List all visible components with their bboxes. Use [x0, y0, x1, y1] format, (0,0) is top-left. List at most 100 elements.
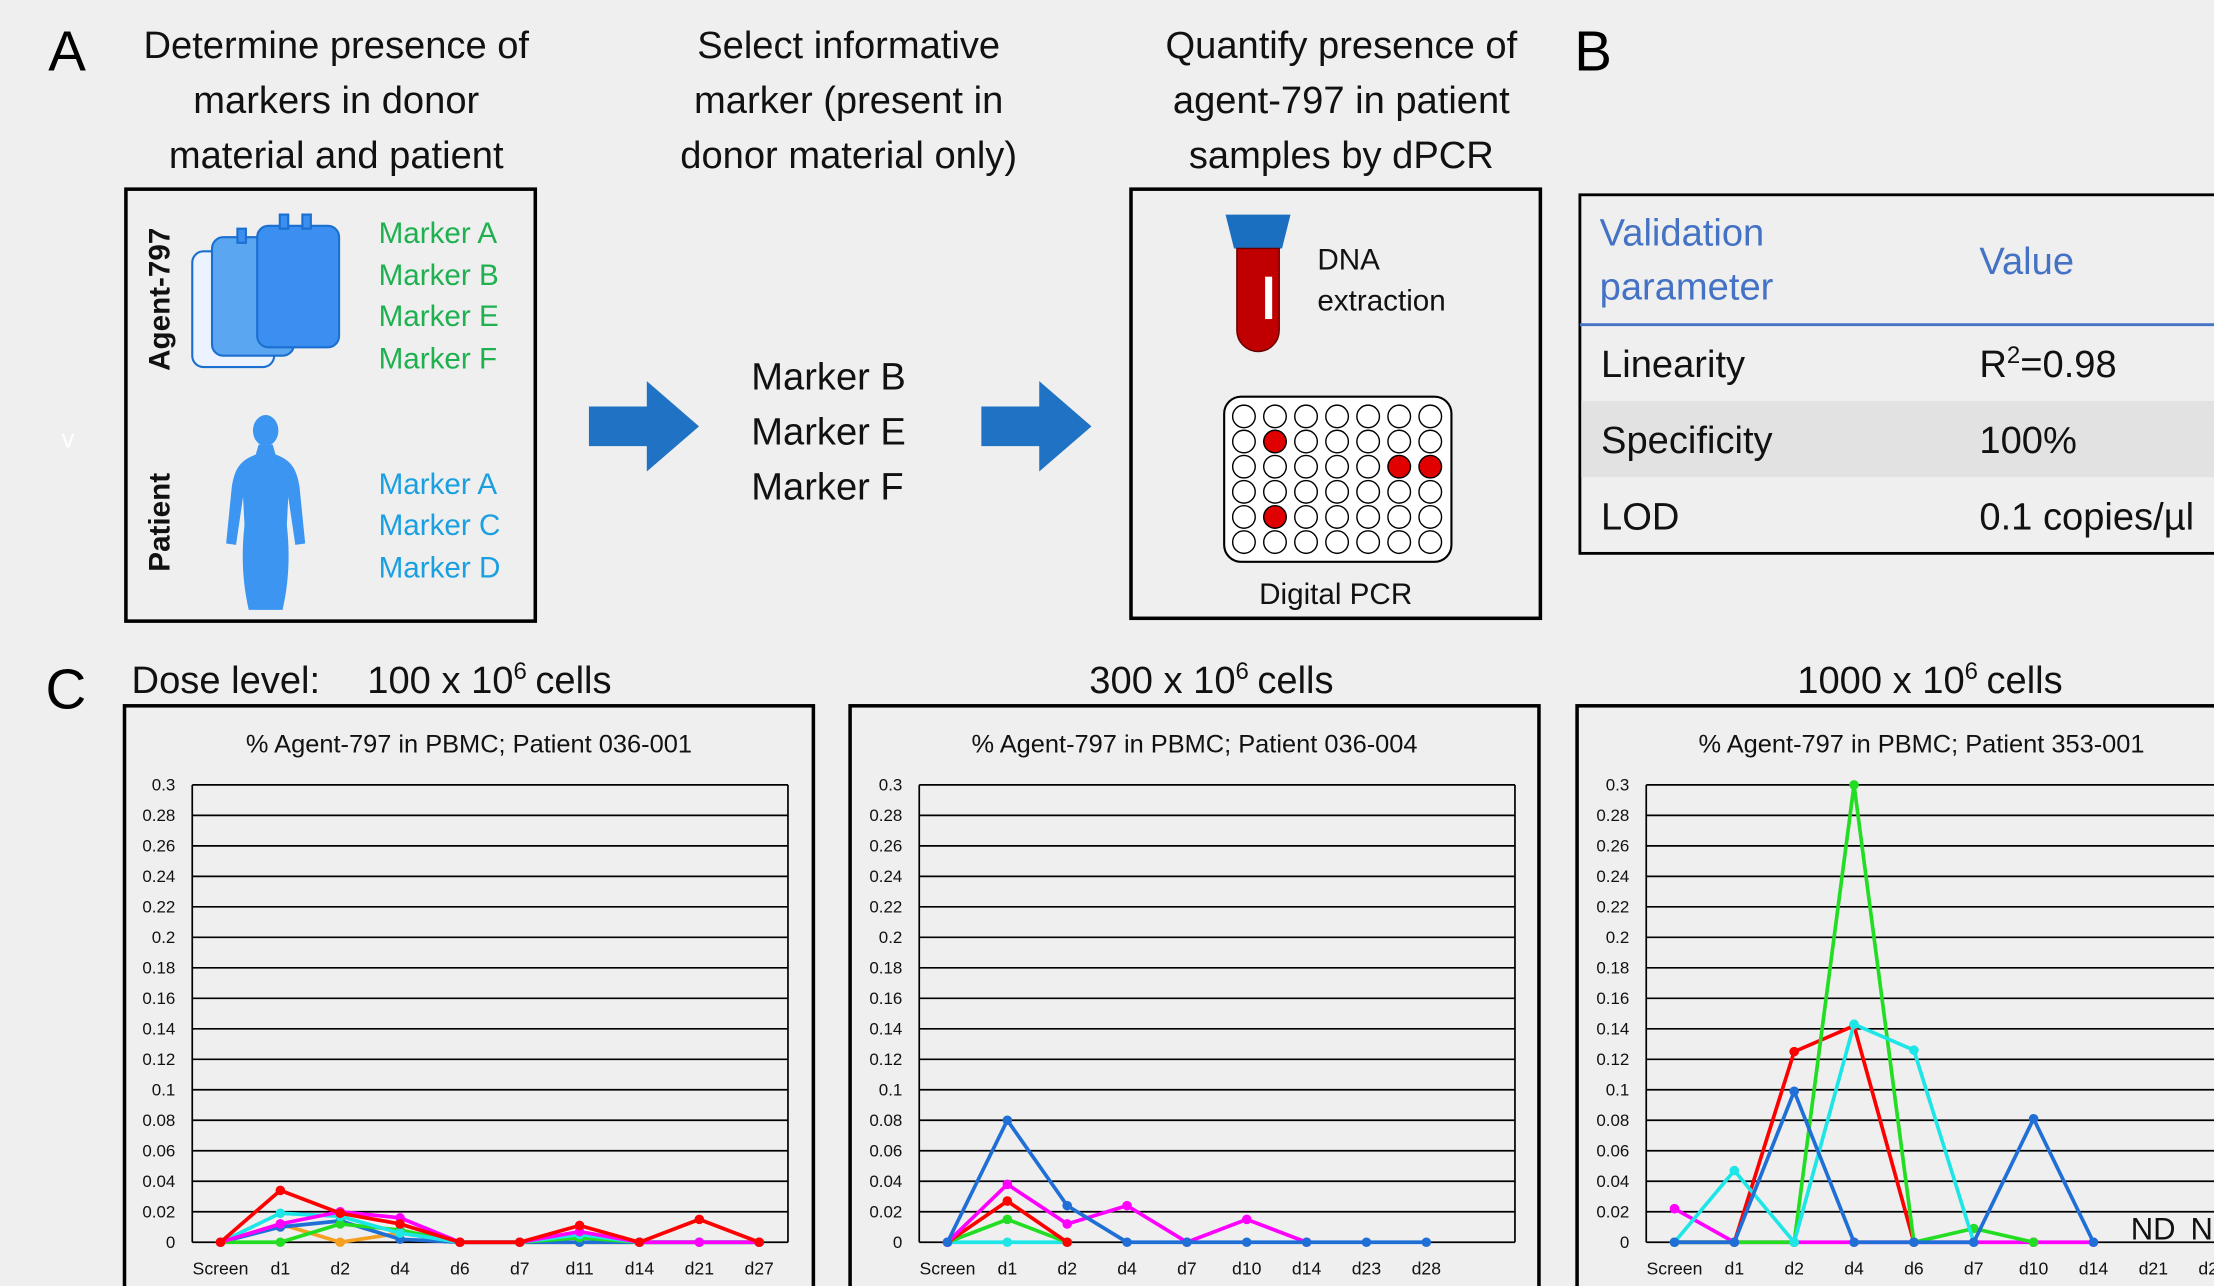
- patient-label: Patient: [144, 473, 177, 572]
- y-tick-label: 0.04: [869, 1172, 902, 1191]
- x-tick-label: Screen: [1647, 1259, 1703, 1279]
- y-tick-label: 0.02: [142, 1202, 175, 1221]
- x-tick-label: d4: [1117, 1259, 1137, 1279]
- panel-label: A: [48, 20, 86, 83]
- point: [1729, 1237, 1740, 1248]
- x-tick-label: d23: [1352, 1259, 1382, 1279]
- point: [1849, 1019, 1859, 1030]
- y-tick-label: 0.04: [142, 1172, 175, 1191]
- well: [1356, 404, 1381, 429]
- marker: Marker E: [379, 300, 499, 333]
- x-tick-label: d7: [1177, 1259, 1197, 1279]
- step-title: marker (present in: [694, 80, 1003, 122]
- x-tick-label: d2: [1057, 1259, 1077, 1279]
- x-tick-label: d14: [2079, 1259, 2109, 1279]
- point: [1909, 1045, 1919, 1055]
- point: [634, 1237, 645, 1248]
- y-tick-label: 0.18: [1596, 958, 1629, 977]
- y-tick-label: 0.2: [879, 928, 903, 947]
- y-tick-label: 0.28: [1596, 806, 1629, 825]
- well: [1387, 530, 1412, 555]
- digital-pcr: Digital PCR: [1259, 578, 1412, 611]
- x-tick-label: d11: [566, 1259, 594, 1279]
- well: [1356, 530, 1381, 555]
- table-header: Validation: [1600, 213, 1765, 255]
- y-tick-label: 0.2: [1606, 928, 1630, 947]
- point: [1062, 1200, 1072, 1211]
- point: [1968, 1237, 1979, 1248]
- y-tick-label: 0.08: [869, 1111, 902, 1130]
- dna-extraction: extraction: [1317, 285, 1445, 318]
- x-tick-label: d2: [330, 1259, 350, 1279]
- dna-extraction: DNA: [1317, 244, 1380, 277]
- x-tick-label: d21: [2139, 1259, 2168, 1279]
- point: [1301, 1237, 1312, 1248]
- point: [1789, 1237, 1799, 1248]
- point: [275, 1185, 286, 1196]
- well: [1325, 530, 1350, 555]
- x-tick-label: d7: [1964, 1259, 1984, 1279]
- table-header: parameter: [1600, 266, 1774, 308]
- well: [1418, 404, 1443, 429]
- dose-level: 1000 x 106 cells: [1797, 658, 2062, 702]
- y-tick-label: 0.08: [1596, 1111, 1629, 1130]
- point: [574, 1220, 585, 1231]
- point: [1669, 1203, 1680, 1214]
- dose-part: 1000 x 10: [1797, 660, 1964, 702]
- point: [395, 1228, 405, 1238]
- well: [1262, 504, 1287, 529]
- y-tick-label: 0.12: [142, 1050, 175, 1069]
- marker: Marker F: [379, 342, 498, 375]
- point: [514, 1237, 525, 1248]
- annotation: ND: [2191, 1211, 2214, 1246]
- y-tick-label: 0.18: [142, 958, 175, 977]
- y-tick-label: 0.18: [869, 958, 902, 977]
- x-tick-label: d7: [510, 1259, 530, 1279]
- arrow: [981, 381, 1092, 472]
- dose-part: 100 x 10: [367, 660, 513, 702]
- well: [1294, 504, 1319, 529]
- well: [1387, 454, 1412, 479]
- well: [1325, 479, 1350, 504]
- point: [335, 1237, 345, 1248]
- y-tick-label: 0.2: [152, 928, 176, 947]
- table-header: Value: [1979, 241, 2074, 283]
- well: [1387, 479, 1412, 504]
- y-tick-label: 0.08: [142, 1111, 175, 1130]
- well: [1387, 429, 1412, 454]
- step-title: material and patient: [169, 135, 504, 177]
- tube-icon: [1225, 214, 1291, 353]
- dose-part: cells: [535, 660, 611, 702]
- table-cell: R2=0.98: [1979, 342, 2116, 386]
- y-tick-label: 0: [166, 1233, 175, 1252]
- y-tick-label: 0.22: [142, 897, 175, 916]
- point: [335, 1208, 345, 1219]
- point: [694, 1214, 705, 1225]
- dose-level: 100 x 106 cells: [367, 658, 611, 702]
- x-tick-label: d1: [271, 1259, 291, 1279]
- point: [1849, 1237, 1859, 1248]
- step-title: markers in donor: [193, 80, 479, 122]
- well: [1356, 479, 1381, 504]
- chart-box: [1575, 704, 2214, 1286]
- point: [1729, 1165, 1740, 1176]
- well: [1418, 479, 1443, 504]
- well: [1418, 530, 1443, 555]
- well: [1387, 404, 1412, 429]
- series-line: [1673, 1021, 1976, 1247]
- point: [2088, 1237, 2099, 1248]
- series-line: [1674, 1086, 2096, 1245]
- x-tick-label: d6: [1904, 1259, 1924, 1279]
- step-title: donor material only): [680, 135, 1017, 177]
- chart-box: [122, 704, 816, 1286]
- cell-part: R: [1979, 344, 2007, 386]
- point: [1002, 1115, 1013, 1126]
- point: [1421, 1237, 1432, 1248]
- marker: Marker C: [379, 509, 501, 542]
- y-tick-label: 0.12: [869, 1050, 902, 1069]
- point: [1122, 1200, 1132, 1211]
- well: [1231, 530, 1256, 555]
- x-tick-label: d1: [998, 1259, 1018, 1279]
